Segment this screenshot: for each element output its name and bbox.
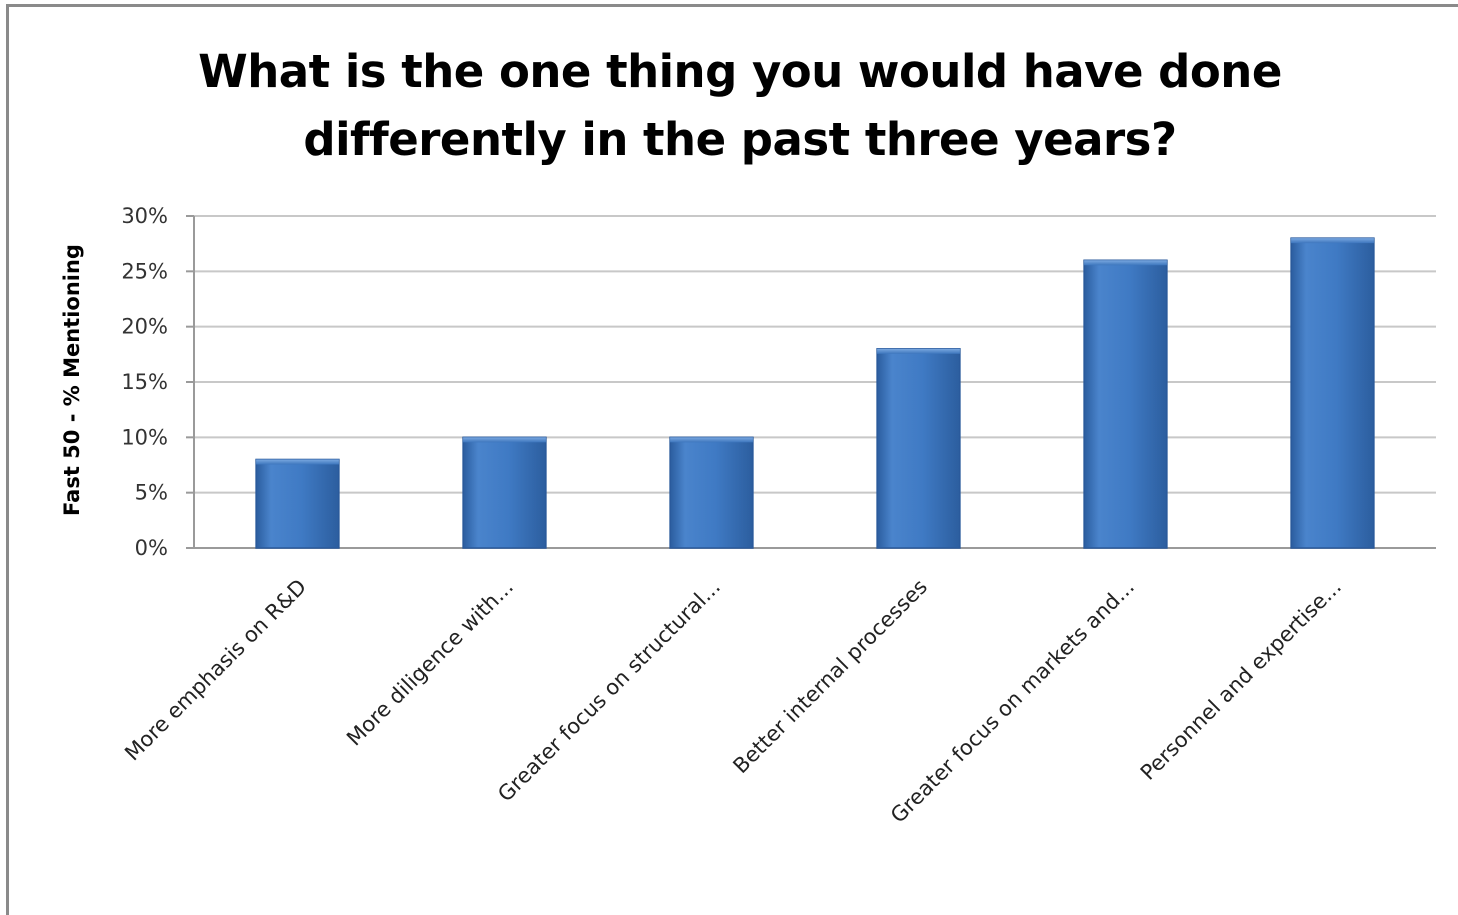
bars <box>255 237 1375 549</box>
x-tick-labels: More emphasis on R&D More diligence with.… <box>120 575 1346 828</box>
bar <box>462 436 547 549</box>
y-tick-label: 15% <box>121 370 168 394</box>
y-tick-label: 30% <box>121 204 168 228</box>
x-tick-label: Personnel and expertise... <box>1136 575 1346 785</box>
chart-title: What is the one thing you would have don… <box>198 45 1282 166</box>
gridlines <box>194 215 1436 494</box>
bar-top-highlight <box>256 459 339 465</box>
bar-top-highlight <box>670 437 753 443</box>
y-tick-labels: 0% 5% 10% 15% 20% 25% 30% <box>121 204 168 560</box>
x-tick-label: More emphasis on R&D <box>120 575 311 766</box>
y-tick-label: 20% <box>121 315 168 339</box>
x-tick-label: Better internal processes <box>728 575 932 779</box>
bar <box>1083 259 1168 549</box>
y-tick-label: 0% <box>135 536 168 560</box>
x-tick-label: Greater focus on structural... <box>493 575 725 807</box>
y-tick-label: 5% <box>135 481 168 505</box>
bar-top-highlight <box>877 348 960 354</box>
x-tick-label: More diligence with... <box>342 575 518 751</box>
y-tick-label: 25% <box>121 259 168 283</box>
bar <box>1290 237 1375 549</box>
bar-top-highlight <box>1084 260 1167 266</box>
bar-top-highlight <box>1291 238 1374 244</box>
y-tick-label: 10% <box>121 425 168 449</box>
bar <box>255 458 340 549</box>
bar <box>876 348 961 549</box>
bar-top-highlight <box>463 437 546 443</box>
x-tick-label: Greater focus on markets and... <box>886 575 1139 828</box>
bar <box>669 436 754 549</box>
axes <box>186 215 1436 549</box>
